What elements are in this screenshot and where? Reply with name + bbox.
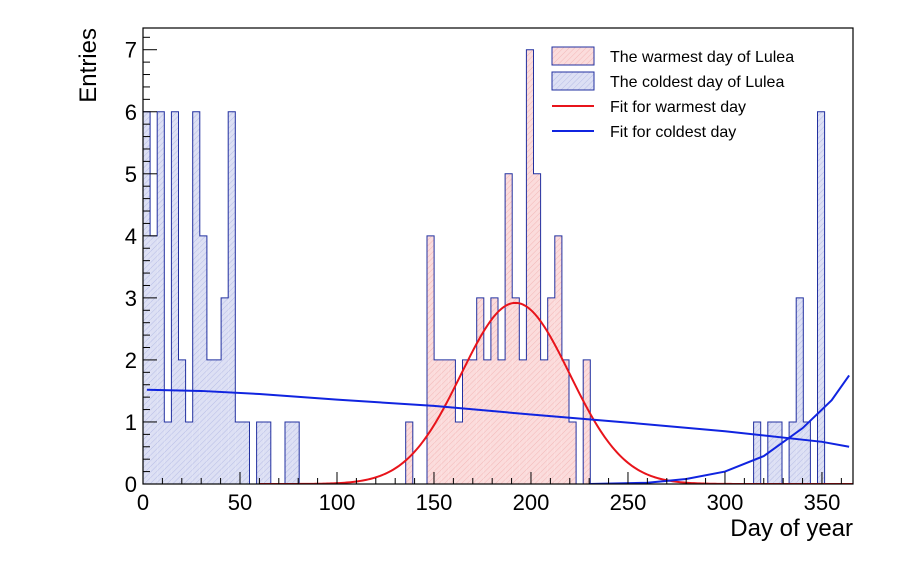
histogram-bar-s1-b86 xyxy=(753,421,761,484)
x-tick-label-350: 350 xyxy=(804,490,841,515)
histogram-bar-s1-b4 xyxy=(171,111,179,484)
plot-frame xyxy=(142,27,854,485)
x-tick-label-50: 50 xyxy=(228,490,252,515)
histogram-bar-s0-b50 xyxy=(498,359,506,484)
y-tick-label-4: 4 xyxy=(125,224,137,249)
histogram-bar-s0-b44 xyxy=(455,421,463,484)
histogram-bar-s0-b52 xyxy=(512,297,520,484)
x-axis-label: Day of year xyxy=(730,515,853,542)
x-tick-label-100: 100 xyxy=(319,490,356,515)
histogram-bar-s1-b16 xyxy=(256,421,264,484)
histogram-bars xyxy=(143,49,853,484)
y-tick-label-6: 6 xyxy=(125,100,137,125)
legend: The warmest day of Lulea The coldest day… xyxy=(551,46,794,141)
y-tick-label-2: 2 xyxy=(125,348,137,373)
histogram-bar-s0-b58 xyxy=(554,235,562,484)
histogram-bar-s0-b49 xyxy=(490,297,498,484)
histogram-bar-s0-b56 xyxy=(540,359,548,484)
histogram-bar-s1-b12 xyxy=(228,111,236,484)
histogram-bar-s1-b5 xyxy=(178,359,186,484)
histogram-bar-s0-b45 xyxy=(462,359,470,484)
histogram-bar-s1-b89 xyxy=(774,421,782,484)
x-tick-label-0: 0 xyxy=(137,490,149,515)
histogram-bar-s1-b21 xyxy=(292,421,300,484)
histogram-bar-s1-b6 xyxy=(185,421,193,484)
histogram-bar-s0-b41 xyxy=(434,359,442,484)
histogram-bar-s0-b48 xyxy=(483,359,491,484)
histogram-bar-s1-b14 xyxy=(242,421,250,484)
histogram-bar-s1-b10 xyxy=(214,359,222,484)
histogram-bar-s1-b11 xyxy=(221,297,229,484)
histogram-bar-s1-b88 xyxy=(767,421,775,484)
histogram-bar-s1-b8 xyxy=(199,235,207,484)
y-tick-label-5: 5 xyxy=(125,162,137,187)
legend-label-cold-fit: Fit for coldest day xyxy=(610,124,736,141)
histogram-bar-s1-b91 xyxy=(789,421,797,484)
legend-label-coldest: The coldest day of Lulea xyxy=(610,74,784,91)
histogram-bar-s0-b55 xyxy=(533,173,541,484)
x-tick-label-250: 250 xyxy=(610,490,647,515)
fit-curve-coldest-rise xyxy=(589,374,850,484)
histogram-bar-s0-b62 xyxy=(583,359,591,484)
y-tick-label-1: 1 xyxy=(125,410,137,435)
legend-swatch-warmest xyxy=(551,46,595,66)
histogram-bar-s1-b17 xyxy=(263,421,271,484)
histogram-bar-s0-b43 xyxy=(448,359,456,484)
histogram-bar-s0-b37 xyxy=(405,421,413,484)
x-tick-label-300: 300 xyxy=(707,490,744,515)
fit-curve-coldest xyxy=(146,388,850,448)
y-tick-label-0: 0 xyxy=(125,472,137,497)
x-tick-label-200: 200 xyxy=(513,490,550,515)
histogram-bar-s0-b42 xyxy=(441,359,449,484)
histogram-bar-s1-b95 xyxy=(817,111,825,484)
histogram-bar-s1-b2 xyxy=(157,111,165,484)
histogram-bar-s0-b46 xyxy=(469,359,477,484)
histogram-bar-s0-b40 xyxy=(427,235,435,484)
histogram-bar-s1-b20 xyxy=(285,421,293,484)
y-axis-label: Entries xyxy=(75,28,102,103)
histogram-bar-s0-b51 xyxy=(505,173,513,484)
histogram-outline-s1 xyxy=(143,111,826,484)
histogram-bar-s0-b54 xyxy=(526,49,534,484)
histogram-bar-s1-b92 xyxy=(796,297,804,484)
histogram-bar-s0-b60 xyxy=(569,421,577,484)
histogram-bar-s1-b7 xyxy=(192,111,200,484)
legend-swatch-coldest xyxy=(551,71,595,91)
x-tick-label-150: 150 xyxy=(416,490,453,515)
legend-label-warm-fit: Fit for warmest day xyxy=(610,99,746,116)
histogram-bar-s1-b13 xyxy=(235,421,243,484)
histogram-bar-s0-b53 xyxy=(519,359,527,484)
histogram-bar-s1-b9 xyxy=(206,359,214,484)
y-tick-label-3: 3 xyxy=(125,286,137,311)
axis-ticks: 0 50 100 150 200 250 300 350 0 1 2 3 4 5 6 7 xyxy=(125,36,842,515)
y-tick-label-7: 7 xyxy=(125,38,137,63)
histogram-bar-s0-b59 xyxy=(561,359,569,484)
histogram-bar-s0-b57 xyxy=(547,297,555,484)
histogram-bar-s1-b3 xyxy=(164,421,172,484)
histogram-bar-s0-b47 xyxy=(476,297,484,484)
histogram-bar-s1-b93 xyxy=(803,421,811,484)
legend-label-warmest: The warmest day of Lulea xyxy=(610,49,794,66)
